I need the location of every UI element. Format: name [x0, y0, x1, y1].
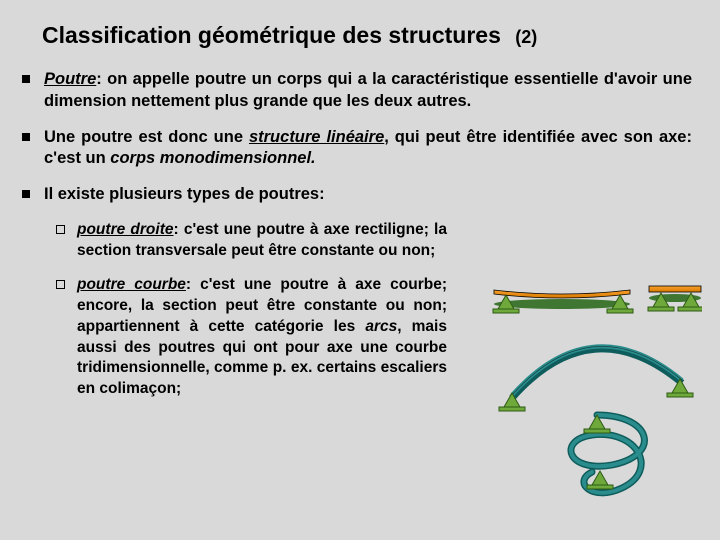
bullet-2-text: Une poutre est donc une structure linéai… [44, 127, 692, 171]
straight-beam-2 [648, 286, 702, 311]
bullet-1: Poutre: on appelle poutre un corps qui a… [22, 69, 692, 113]
bullet-marker-icon [22, 190, 30, 198]
bullet-1-rest: : on appelle poutre un corps qui a la ca… [44, 70, 692, 110]
diagram-area [482, 280, 702, 520]
straight-beam-1 [493, 290, 633, 313]
title-text: Classification géométrique des structure… [42, 22, 501, 48]
page-title: Classification géométrique des structure… [42, 22, 692, 49]
bullet-3: Il existe plusieurs types de poutres: [22, 184, 692, 206]
bullet-marker-icon [22, 133, 30, 141]
sub-marker-icon [56, 225, 65, 234]
bullet-2: Une poutre est donc une structure linéai… [22, 127, 692, 171]
bullet-marker-icon [22, 75, 30, 83]
sub-1-text: poutre droite: c'est une poutre à axe re… [77, 220, 447, 262]
bullet-2-a: Une poutre est donc une [44, 128, 249, 146]
bullet-1-text: Poutre: on appelle poutre un corps qui a… [44, 69, 692, 113]
sub-1: poutre droite: c'est une poutre à axe re… [56, 220, 692, 262]
sub-marker-icon [56, 280, 65, 289]
spiral-beam [571, 415, 644, 493]
sub-2-text: poutre courbe: c'est une poutre à axe co… [77, 275, 447, 400]
beam-diagrams-svg [482, 280, 702, 520]
sub-2-c: arcs [365, 318, 397, 335]
bullet-2-b: structure linéaire [249, 128, 384, 146]
bullet-1-term: Poutre [44, 70, 96, 88]
bullet-3-text: Il existe plusieurs types de poutres: [44, 184, 692, 206]
bullet-2-d: corps monodimensionnel. [110, 149, 315, 167]
sub-1-term: poutre droite [77, 221, 173, 238]
arc-beam [499, 346, 693, 411]
title-sub: (2) [515, 27, 537, 47]
sub-2-term: poutre courbe [77, 276, 186, 293]
